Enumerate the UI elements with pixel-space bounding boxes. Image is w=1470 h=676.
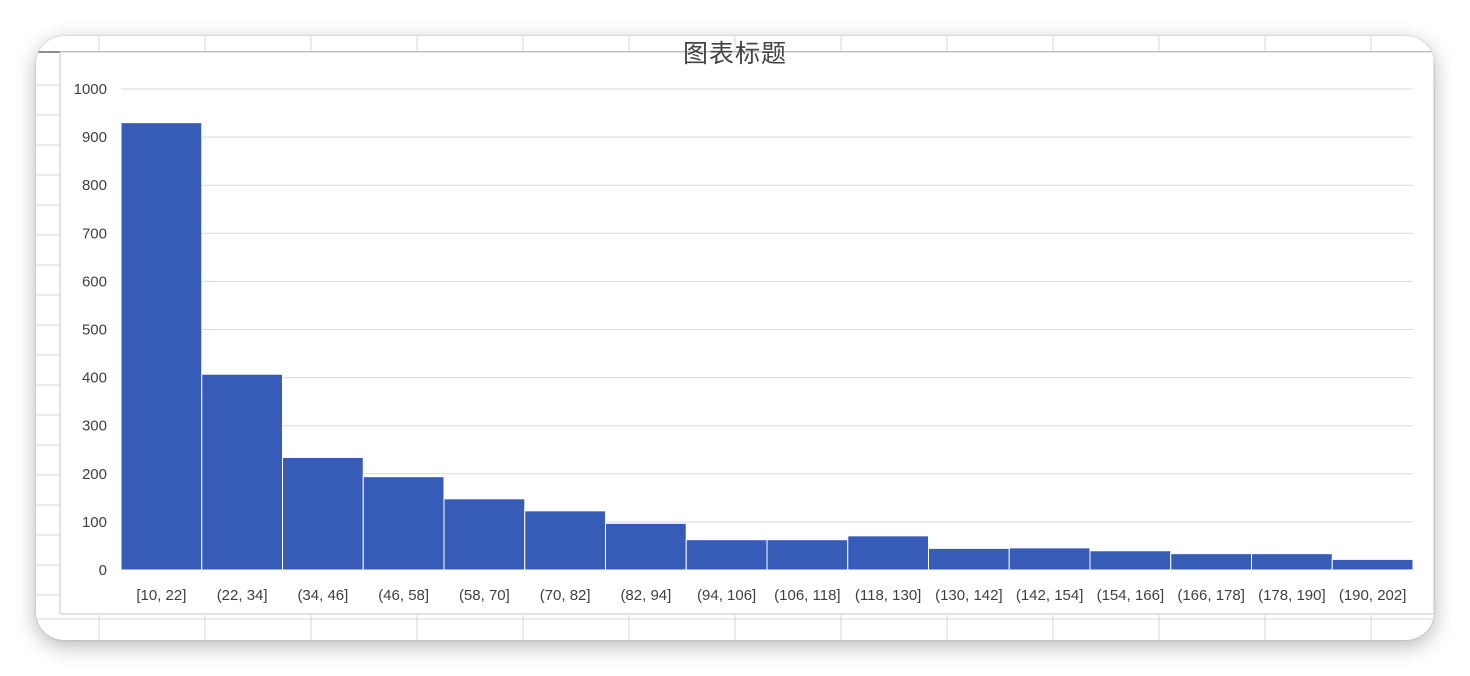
x-tick-label: (166, 178]	[1177, 587, 1245, 604]
histogram-bar[interactable]	[120, 122, 203, 571]
x-tick-label: (142, 154]	[1016, 587, 1084, 604]
y-axis-ticks: 0 100 200 300 400 500 600 700 800 900 1000	[74, 81, 107, 579]
histogram-bar[interactable]	[1008, 547, 1091, 571]
x-tick-label: (34, 46]	[297, 587, 348, 604]
histogram-bar[interactable]	[1089, 550, 1172, 571]
x-tick-label: (82, 94]	[620, 587, 671, 604]
y-tick-label: 700	[82, 225, 107, 242]
histogram-bar[interactable]	[362, 476, 445, 571]
x-tick-label: (130, 142]	[935, 587, 1003, 604]
histogram-bar[interactable]	[443, 498, 526, 571]
histogram-bar[interactable]	[524, 510, 606, 571]
x-tick-label: [10, 22]	[136, 587, 186, 604]
y-tick-label: 500	[82, 322, 107, 339]
x-tick-label: (94, 106]	[697, 587, 756, 604]
x-tick-label: (58, 70]	[459, 587, 510, 604]
chart-title: 图表标题	[682, 39, 787, 68]
x-tick-label: (154, 166]	[1097, 587, 1165, 604]
histogram-bar[interactable]	[282, 456, 364, 571]
x-tick-label: (106, 118]	[774, 587, 840, 604]
bars	[120, 122, 1414, 571]
y-tick-label: 100	[82, 514, 107, 531]
y-tick-label: 800	[82, 177, 107, 194]
y-tick-label: 300	[82, 418, 107, 435]
histogram-bar[interactable]	[1170, 553, 1252, 571]
histogram-bar[interactable]	[928, 547, 1010, 571]
y-tick-label: 400	[82, 370, 107, 387]
histogram-bar[interactable]	[201, 373, 283, 571]
x-tick-label: (178, 190]	[1258, 587, 1326, 604]
y-tick-label: 900	[82, 129, 107, 146]
histogram-bar[interactable]	[1331, 558, 1414, 571]
x-tick-label: (46, 58]	[378, 587, 429, 604]
x-tick-label: (190, 202]	[1339, 587, 1407, 604]
histogram-bar[interactable]	[766, 539, 849, 571]
x-tick-label: (22, 34]	[217, 587, 268, 604]
histogram-bar[interactable]	[605, 522, 687, 571]
x-axis-ticks: [10, 22] (22, 34] (34, 46] (46, 58] (58, 70]…	[136, 587, 1406, 604]
y-tick-label: 1000	[74, 81, 107, 98]
y-tick-label: 200	[82, 466, 107, 483]
histogram-bar[interactable]	[685, 539, 768, 571]
histogram-bar[interactable]	[1251, 553, 1333, 571]
y-tick-label: 0	[99, 562, 107, 579]
x-tick-label: (118, 130]	[855, 587, 921, 604]
x-tick-label: (70, 82]	[540, 587, 591, 604]
y-tick-label: 600	[82, 273, 107, 290]
histogram-bar[interactable]	[847, 535, 929, 571]
